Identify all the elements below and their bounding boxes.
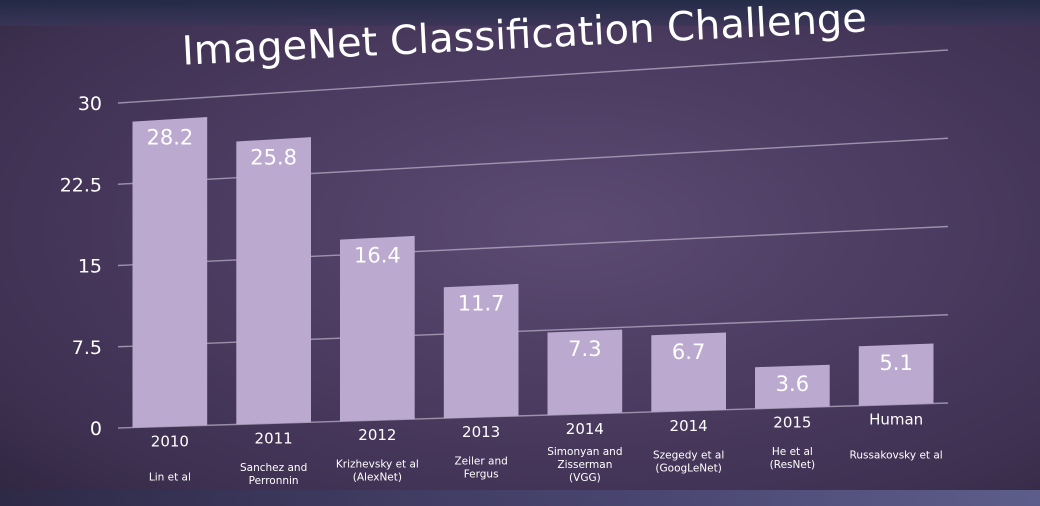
bar <box>340 235 415 422</box>
x-category-label: 2012 <box>358 426 396 444</box>
x-sublabel: Fergus <box>464 469 499 481</box>
bar-value-label: 16.4 <box>354 244 401 268</box>
y-tick-label: 15 <box>78 256 102 278</box>
bar <box>132 117 208 428</box>
gridline <box>117 49 949 104</box>
x-category-label: 2010 <box>151 432 189 450</box>
x-sublabel: Zeiler and <box>454 456 507 468</box>
x-sublabel: (VGG) <box>569 472 601 484</box>
x-sublabel: Russakovsky et al <box>850 450 943 462</box>
x-category-label: 2013 <box>462 423 500 441</box>
y-tick-label: 22.5 <box>60 174 102 196</box>
x-sublabel: (AlexNet) <box>353 472 402 484</box>
x-sublabel: Sanchez and <box>240 462 307 474</box>
y-tick-label: 7.5 <box>72 337 102 359</box>
x-category-label: 2014 <box>566 420 604 438</box>
chart-title: ImageNet Classification Challenge <box>181 0 868 75</box>
bar <box>755 364 830 409</box>
bar <box>547 329 623 416</box>
bar <box>236 137 311 425</box>
x-sublabel: He et al <box>772 446 813 458</box>
x-category-label: 2014 <box>670 417 708 435</box>
y-tick-label: 0 <box>90 418 102 440</box>
top-edge-strip <box>0 0 1040 26</box>
x-sublabel: (GoogLeNet) <box>655 462 721 474</box>
bar-value-label: 3.6 <box>776 372 809 396</box>
x-sublabel: Lin et al <box>149 471 191 483</box>
x-sublabel: Szegedy et al <box>653 449 724 461</box>
y-axis-ticks: 0 7.5 15 22.5 30 <box>60 93 102 440</box>
bar-value-label: 6.7 <box>672 340 705 364</box>
bar <box>443 283 519 419</box>
x-sublabel: Zisserman <box>557 459 612 471</box>
bar-value-label: 25.8 <box>250 145 297 169</box>
bar-value-label: 5.1 <box>879 351 912 375</box>
x-sublabel: Simonyan and <box>547 446 622 458</box>
bar <box>651 332 726 412</box>
bar-value-label: 11.7 <box>458 292 505 316</box>
bottom-edge-strip <box>0 490 1040 506</box>
bars: 28.2 25.8 16.4 11.7 7.3 6.7 3.6 5.1 <box>132 117 934 428</box>
bar-value-label: 7.3 <box>568 337 601 361</box>
x-sublabel: Perronnin <box>249 475 299 487</box>
x-category-label: Human <box>869 411 923 429</box>
x-sublabel: Krizhevsky et al <box>336 459 419 471</box>
bar-value-label: 28.2 <box>146 125 193 149</box>
bar <box>858 343 934 406</box>
x-category-label: 2011 <box>255 429 293 447</box>
x-sublabel: (ResNet) <box>770 459 815 471</box>
x-category-label: 2015 <box>773 414 811 432</box>
y-tick-label: 30 <box>78 93 102 115</box>
